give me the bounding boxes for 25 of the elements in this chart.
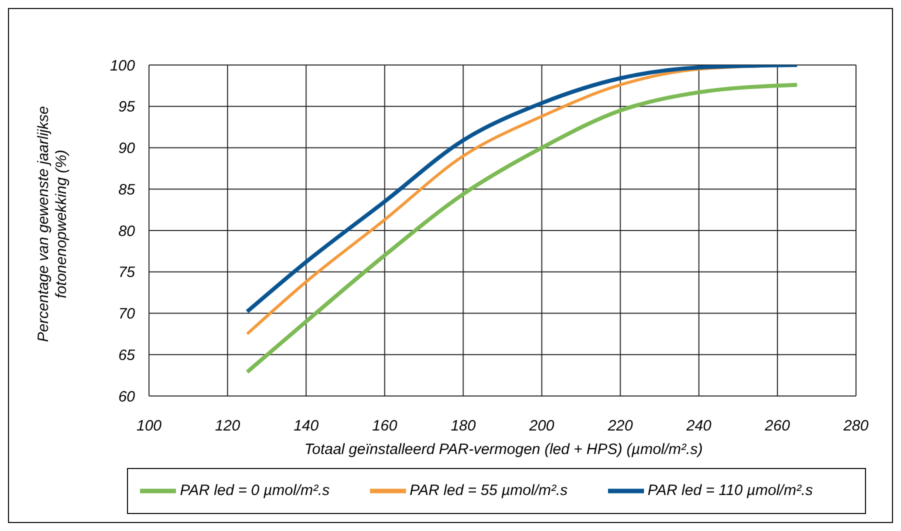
x-tick-label: 180 [450,418,476,435]
x-tick-label: 100 [136,418,162,435]
y-tick-label: 65 [118,346,136,364]
line-series [245,82,800,374]
x-axis-title: Totaal geïnstalleerd PAR-vermogen (led + HPS) (µmol/m².s) [303,441,704,458]
y-tick-label: 85 [118,181,136,198]
y-tick-label: 80 [118,222,136,240]
y-tick-label: 95 [118,98,136,116]
y-tick-label: 90 [118,140,136,158]
legend-label: PAR led = 0 µmol/m².s [180,482,330,499]
x-tick-label: 160 [372,418,398,435]
y-tick-label: 100 [110,57,136,74]
x-tick-label: 200 [528,418,555,435]
x-tick-label: 140 [294,418,320,435]
y-tick-label: 60 [118,388,136,406]
x-tick-label: 280 [842,418,870,435]
legend-label: PAR led = 110 µmol/m².s [648,482,813,499]
y-axis-title: Percentage van gewenste jaarlijkse fotonenopwekking (%) [35,105,71,344]
x-tick-label: 220 [606,418,634,435]
x-tick-label: 260 [764,418,791,435]
y-tick-label: 70 [118,306,136,323]
y-tick-label: 75 [118,264,136,282]
x-tick-label: 240 [685,418,712,435]
legend-label: PAR led = 55 µmol/m².s [410,482,568,499]
x-tick-label: 120 [215,418,241,435]
